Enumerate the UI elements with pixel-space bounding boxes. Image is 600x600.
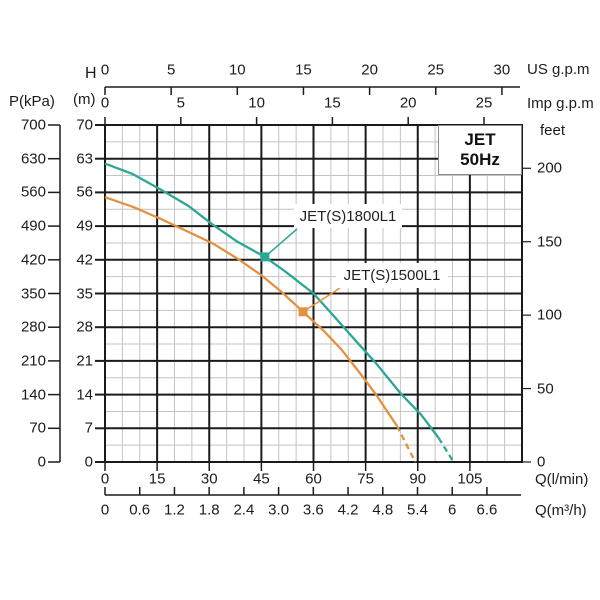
q-m3h-tick-label: 1.8 (198, 501, 220, 519)
h-axis-tick-label: 56 (76, 183, 93, 201)
us-gpm-tick-label: 0 (100, 61, 110, 79)
q-lmin-tick-label: 15 (148, 470, 166, 488)
p-axis-tick-label: 350 (20, 285, 46, 302)
us-gpm-tick-label: 20 (361, 61, 378, 79)
q-m3h-tick-label: 4.2 (337, 501, 359, 519)
us-gpm-axis-title: US g.p.m (527, 61, 590, 78)
us-gpm-tick-label: 5 (166, 61, 176, 79)
q-lmin-tick-label: 90 (409, 470, 427, 488)
q-m3h-tick-label: 0.6 (129, 501, 151, 519)
q-m3h-tick-label: 6.6 (476, 501, 498, 519)
curve-dashed-tail (395, 425, 417, 463)
q-m3h-tick-label: 1.2 (164, 501, 185, 519)
h-axis-tick-label: 49 (76, 217, 93, 235)
us-gpm-tick-label: 25 (427, 61, 445, 79)
imp-gpm-tick-label: 10 (248, 94, 265, 112)
q-lmin-tick-label: 0 (100, 470, 110, 488)
q-m3h-tick-label: 6 (448, 501, 457, 519)
q-lmin-axis-title: Q(l/min) (535, 471, 589, 488)
feet-tick-label: 0 (537, 453, 546, 471)
h-axis-tick-label: 35 (76, 285, 93, 302)
p-axis-tick-label: 420 (20, 251, 46, 269)
us-gpm-tick-label: 30 (493, 61, 511, 79)
h-axis-tick-label: 7 (84, 419, 93, 437)
p-axis-tick-label: 210 (20, 352, 46, 370)
q-lmin-tick-label: 60 (305, 470, 322, 488)
h-axis-unit: (m) (73, 91, 96, 108)
p-axis-tick-label: 0 (37, 453, 46, 471)
p-axis-tick-label: 490 (20, 217, 46, 235)
leader-line-1800 (264, 228, 298, 258)
feet-tick-label: 150 (537, 233, 563, 251)
h-axis-title: H (85, 65, 97, 82)
model-series-badge: JET 50Hz (438, 125, 522, 175)
badge-line1: JET (464, 130, 496, 150)
h-axis-tick-label: 28 (76, 318, 93, 336)
q-m3h-tick-label: 3.0 (268, 501, 290, 519)
feet-axis-title: feet (540, 122, 566, 139)
h-axis-tick-label: 14 (76, 386, 93, 404)
imp-gpm-tick-label: 5 (176, 94, 185, 112)
p-axis-tick-label: 560 (20, 183, 46, 201)
p-axis-title: P(kPa) (9, 93, 55, 110)
feet-tick-label: 50 (537, 380, 554, 398)
imp-gpm-tick-label: 20 (399, 94, 417, 112)
p-axis-tick-label: 140 (20, 386, 46, 404)
h-axis-tick-label: 0 (84, 453, 93, 471)
imp-gpm-axis-title: Imp g.p.m (527, 95, 594, 112)
curve-label-jets1800l1: JET(S)1800L1 (294, 204, 402, 228)
us-gpm-tick-label: 10 (228, 61, 246, 79)
imp-gpm-tick-label: 15 (324, 94, 341, 112)
q-m3h-tick-label: 5.4 (407, 501, 428, 519)
feet-tick-label: 200 (537, 159, 563, 177)
p-axis-tick-label: 280 (20, 318, 46, 336)
us-gpm-tick-label: 15 (295, 61, 312, 79)
q-m3h-tick-label: 4.8 (372, 501, 394, 519)
q-lmin-tick-label: 45 (253, 470, 270, 488)
q-m3h-tick-label: 2.4 (233, 501, 255, 519)
h-axis-tick-label: 21 (76, 352, 93, 370)
curve-jets1500l1 (104, 196, 398, 427)
p-axis-tick-label: 630 (20, 150, 46, 168)
h-axis-tick-label: 63 (76, 150, 93, 168)
leader-line-1500 (302, 287, 341, 313)
q-lmin-tick-label: 75 (357, 470, 374, 488)
feet-tick-label: 100 (537, 306, 563, 324)
q-m3h-axis-title: Q(m³/h) (535, 502, 587, 519)
p-axis-tick-label: 70 (29, 419, 46, 437)
h-axis-tick-label: 70 (76, 116, 93, 134)
curve-label-text: JET(S)1500L1 (343, 267, 441, 284)
p-axis-tick-label: 700 (20, 116, 46, 134)
q-m3h-tick-label: 3.6 (302, 501, 324, 519)
h-axis-tick-label: 42 (76, 251, 93, 269)
imp-gpm-tick-label: 0 (100, 94, 110, 112)
q-lmin-tick-label: 30 (200, 470, 218, 488)
curve-dashed-tail (437, 437, 455, 463)
q-m3h-tick-label: 0 (100, 501, 110, 519)
imp-gpm-tick-label: 25 (475, 94, 493, 112)
q-lmin-tick-label: 105 (457, 470, 483, 488)
curve-jets1800l1 (104, 162, 440, 439)
badge-line2: 50Hz (460, 150, 500, 169)
curve-label-jets1500l1: JET(S)1500L1 (336, 263, 448, 288)
curve-label-text: JET(S)1800L1 (299, 207, 397, 225)
